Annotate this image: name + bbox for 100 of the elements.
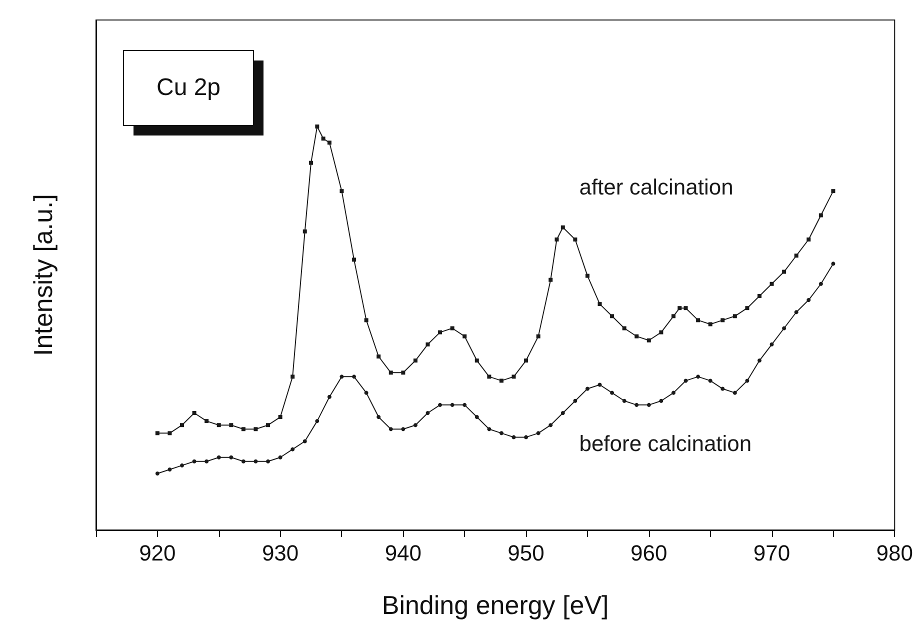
point bbox=[598, 302, 602, 306]
point bbox=[610, 390, 614, 395]
point bbox=[376, 354, 381, 359]
point bbox=[315, 124, 320, 129]
point bbox=[782, 326, 786, 330]
point bbox=[708, 378, 712, 383]
point bbox=[376, 415, 381, 420]
point bbox=[536, 431, 540, 436]
point bbox=[155, 472, 160, 476]
point bbox=[352, 258, 356, 262]
point bbox=[499, 431, 504, 436]
point bbox=[770, 282, 774, 286]
point bbox=[524, 435, 528, 440]
point bbox=[413, 423, 418, 428]
point bbox=[438, 330, 442, 334]
point bbox=[659, 398, 664, 403]
point bbox=[302, 229, 307, 234]
point bbox=[548, 423, 553, 428]
point bbox=[794, 254, 798, 258]
point bbox=[278, 455, 282, 460]
point bbox=[622, 326, 626, 330]
point bbox=[266, 459, 270, 464]
point bbox=[782, 270, 786, 274]
x-tick-label: 970 bbox=[753, 540, 790, 566]
point bbox=[241, 427, 246, 432]
point bbox=[770, 342, 774, 346]
point bbox=[192, 410, 196, 415]
point bbox=[474, 358, 479, 363]
point bbox=[806, 237, 811, 242]
point bbox=[340, 374, 344, 379]
point bbox=[794, 310, 798, 314]
point bbox=[732, 390, 737, 395]
point bbox=[241, 459, 246, 464]
point bbox=[659, 330, 664, 334]
series-label: after calcination bbox=[579, 174, 734, 200]
point bbox=[462, 334, 467, 338]
point bbox=[646, 402, 651, 407]
point bbox=[229, 423, 234, 428]
point bbox=[413, 358, 418, 363]
point bbox=[646, 338, 651, 342]
point bbox=[340, 189, 344, 194]
point bbox=[254, 459, 258, 464]
point bbox=[499, 378, 504, 383]
point bbox=[204, 459, 209, 464]
point bbox=[757, 294, 762, 298]
point bbox=[309, 160, 314, 165]
point bbox=[216, 423, 221, 428]
point bbox=[708, 322, 712, 326]
point bbox=[364, 318, 368, 322]
point bbox=[536, 334, 540, 338]
x-tick-label: 920 bbox=[139, 540, 176, 566]
x-tick-label: 980 bbox=[876, 540, 914, 566]
point bbox=[818, 213, 823, 218]
text: Cu 2p bbox=[156, 74, 221, 101]
point bbox=[512, 374, 516, 379]
y-axis-title: Intensity [a.u.] bbox=[28, 194, 58, 356]
point bbox=[554, 237, 559, 242]
point bbox=[573, 398, 578, 403]
point bbox=[302, 439, 307, 444]
point bbox=[229, 455, 234, 460]
point bbox=[720, 318, 725, 322]
point bbox=[168, 467, 172, 472]
point bbox=[426, 342, 430, 346]
point bbox=[696, 374, 700, 379]
point bbox=[401, 370, 406, 375]
point bbox=[745, 378, 750, 383]
point bbox=[634, 334, 639, 338]
point bbox=[622, 398, 626, 403]
point bbox=[216, 455, 221, 460]
point bbox=[327, 140, 332, 145]
point bbox=[278, 415, 282, 420]
point bbox=[745, 306, 750, 310]
point bbox=[462, 402, 467, 407]
point bbox=[426, 410, 430, 415]
point bbox=[180, 423, 184, 428]
point bbox=[168, 431, 172, 436]
point bbox=[487, 374, 492, 379]
point bbox=[315, 419, 320, 424]
point bbox=[512, 435, 516, 440]
point bbox=[598, 382, 602, 387]
point bbox=[254, 427, 258, 432]
point bbox=[610, 314, 614, 318]
point bbox=[684, 378, 688, 383]
point bbox=[321, 136, 326, 141]
point bbox=[450, 326, 454, 330]
point bbox=[524, 358, 528, 363]
point bbox=[548, 278, 553, 282]
point bbox=[806, 298, 811, 302]
point bbox=[560, 225, 565, 230]
point bbox=[732, 314, 737, 318]
point bbox=[290, 374, 295, 379]
point bbox=[720, 386, 725, 391]
point bbox=[290, 447, 295, 452]
point bbox=[573, 237, 578, 242]
point bbox=[684, 306, 688, 310]
x-tick-label: 960 bbox=[630, 540, 668, 566]
point bbox=[671, 390, 676, 395]
point bbox=[671, 314, 676, 318]
point bbox=[266, 423, 270, 428]
point bbox=[438, 402, 442, 407]
